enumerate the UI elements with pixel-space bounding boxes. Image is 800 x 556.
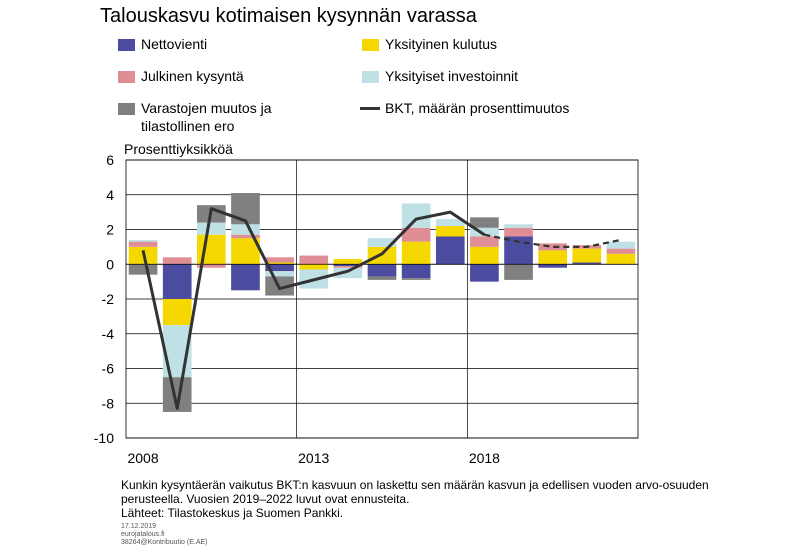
bar-private-investment-2019 xyxy=(504,224,533,228)
legend-label-inventory-line1: Varastojen muutos ja xyxy=(141,100,272,116)
y-tick-label: -4 xyxy=(102,326,115,342)
bar-private-consumption-2021 xyxy=(572,248,602,263)
chart-area: 6 4 2 0 -2 -4 -6 -8 -10 2008 2013 2018 xyxy=(94,152,639,466)
bar-net-exports-2009 xyxy=(162,264,192,299)
legend-label-public-demand: Julkinen kysyntä xyxy=(141,68,244,84)
bar-private-consumption-2015 xyxy=(367,246,397,265)
bar-net-exports-2016 xyxy=(401,264,431,279)
y-tick-label: -8 xyxy=(102,395,115,411)
plot-frame xyxy=(125,159,639,439)
bar-private-investment-2017 xyxy=(435,219,465,227)
bar-private-investment-2010 xyxy=(196,222,226,235)
legend-label-private-consumption: Yksityinen kulutus xyxy=(385,36,498,52)
bar-public-demand-2009 xyxy=(162,257,192,265)
bar-inventory-2016 xyxy=(401,278,431,280)
legend-label-private-investment: Yksityiset investoinnit xyxy=(385,68,519,84)
bar-private-consumption-2009 xyxy=(162,299,192,326)
bar-inventory-2008 xyxy=(128,264,158,275)
legend-label-net-exports: Nettovienti xyxy=(141,36,208,52)
bar-public-demand-2018 xyxy=(470,236,499,247)
bar-net-exports-2020 xyxy=(538,264,568,268)
bar-public-demand-2020 xyxy=(538,243,568,251)
meta-id: 38264@Kontribuutio (E.AE) xyxy=(121,539,208,546)
y-tick-label: -6 xyxy=(102,361,115,377)
bar-inventory-2019 xyxy=(504,264,533,280)
bar-public-demand-2014 xyxy=(333,265,363,268)
bar-public-demand-2022 xyxy=(606,248,636,254)
bar-net-exports-2014 xyxy=(333,264,363,266)
legend-swatch-inventory xyxy=(118,103,135,115)
bar-private-consumption-2012 xyxy=(265,262,294,265)
y-tick-label: 0 xyxy=(106,256,114,272)
y-tick-label: 2 xyxy=(106,222,114,238)
x-tick-label: 2018 xyxy=(469,450,500,466)
chart-meta: 17.12.2019 eurojatalous.fi 38264@Kontrib… xyxy=(121,523,208,547)
x-tick-label: 2008 xyxy=(127,450,158,466)
bar-net-exports-2011 xyxy=(231,264,260,291)
bar-public-demand-2013 xyxy=(299,255,329,265)
bar-private-consumption-2016 xyxy=(401,241,431,265)
x-tick-label: 2013 xyxy=(298,450,329,466)
legend-label-inventory-line2: tilastollinen ero xyxy=(141,118,235,134)
legend-swatch-net-exports xyxy=(118,39,135,51)
bar-private-investment-2014 xyxy=(333,267,363,279)
bar-net-exports-2021 xyxy=(572,262,602,265)
y-tick-label: -2 xyxy=(102,291,115,307)
notes-line-2: perusteella. Vuosien 2019–2022 luvut ova… xyxy=(121,492,410,506)
bar-net-exports-2018 xyxy=(470,264,499,282)
y-tick-label: 6 xyxy=(106,152,114,168)
bar-public-demand-2016 xyxy=(401,227,431,242)
legend-swatch-private-consumption xyxy=(362,39,379,51)
legend-label-gdp: BKT, määrän prosenttimuutos xyxy=(385,100,570,116)
meta-site: eurojatalous.fi xyxy=(121,531,165,538)
y-axis-unit-label: Prosenttiyksikköä xyxy=(124,141,233,157)
bar-private-investment-2011 xyxy=(231,224,260,235)
bar-private-investment-2012 xyxy=(265,271,294,277)
meta-date: 17.12.2019 xyxy=(121,523,157,530)
legend-line-gdp xyxy=(360,107,380,110)
chart-notes: Kunkin kysyntäerän vaikutus BKT:n kasvuu… xyxy=(121,478,741,520)
bar-net-exports-2012 xyxy=(265,264,294,272)
bar-private-investment-2008 xyxy=(128,239,158,242)
bar-private-consumption-2020 xyxy=(538,250,568,265)
bar-private-consumption-2013 xyxy=(299,264,329,270)
bar-private-investment-2022 xyxy=(606,241,636,249)
y-tick-label: -10 xyxy=(94,430,114,446)
bar-net-exports-2015 xyxy=(367,264,397,277)
bar-private-investment-2018 xyxy=(470,227,499,237)
gdp-line-actual xyxy=(141,207,486,410)
bar-public-demand-2008 xyxy=(128,241,158,247)
bar-inventory-2015 xyxy=(367,276,397,280)
bar-inventory-2011 xyxy=(231,193,260,225)
legend-swatch-public-demand xyxy=(118,71,135,83)
notes-line-1: Kunkin kysyntäerän vaikutus BKT:n kasvuu… xyxy=(121,478,709,492)
bar-public-demand-2011 xyxy=(231,234,260,239)
bar-private-consumption-2018 xyxy=(470,246,499,265)
bar-public-demand-2012 xyxy=(265,257,294,263)
bar-private-consumption-2014 xyxy=(333,259,363,265)
legend-swatch-private-investment xyxy=(362,71,379,83)
bar-inventory-2018 xyxy=(470,217,499,228)
bar-net-exports-2017 xyxy=(435,236,465,265)
gdp-line-forecast xyxy=(484,233,622,248)
y-tick-label: 4 xyxy=(106,187,114,203)
bar-public-demand-2019 xyxy=(504,227,533,237)
bar-private-consumption-2017 xyxy=(435,226,465,237)
bar-public-demand-2010 xyxy=(196,264,226,268)
chart-title: Talouskasvu kotimaisen kysynnän varassa xyxy=(100,5,477,27)
bar-private-investment-2015 xyxy=(367,238,397,247)
notes-line-3: Lähteet: Tilastokeskus ja Suomen Pankki. xyxy=(121,506,344,520)
bar-private-consumption-2022 xyxy=(606,253,636,265)
